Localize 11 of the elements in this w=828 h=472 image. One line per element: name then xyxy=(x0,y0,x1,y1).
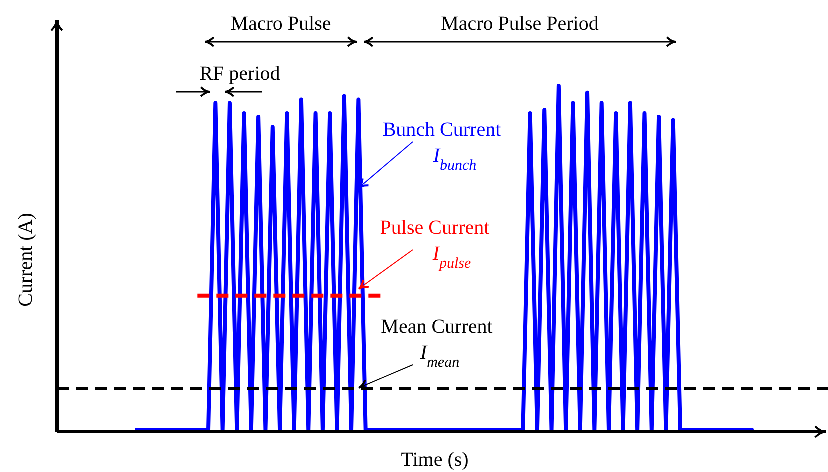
text: RF period xyxy=(200,63,280,85)
annotation: Pulse Current xyxy=(380,217,490,239)
annotation: Bunch Current xyxy=(382,119,502,141)
annotation: Mean Current xyxy=(381,316,494,338)
annotation: I$_{pulse}$ xyxy=(432,243,472,272)
text: Macro Pulse Period xyxy=(441,13,599,35)
annotation: I$_{bunch}$ xyxy=(432,145,477,174)
text: Macro Pulse xyxy=(230,13,332,35)
x-axis-title: Time (s) xyxy=(401,449,469,471)
annotation: I$_{mean}$ xyxy=(419,342,460,371)
y-axis-title: Current (A) xyxy=(15,213,37,307)
